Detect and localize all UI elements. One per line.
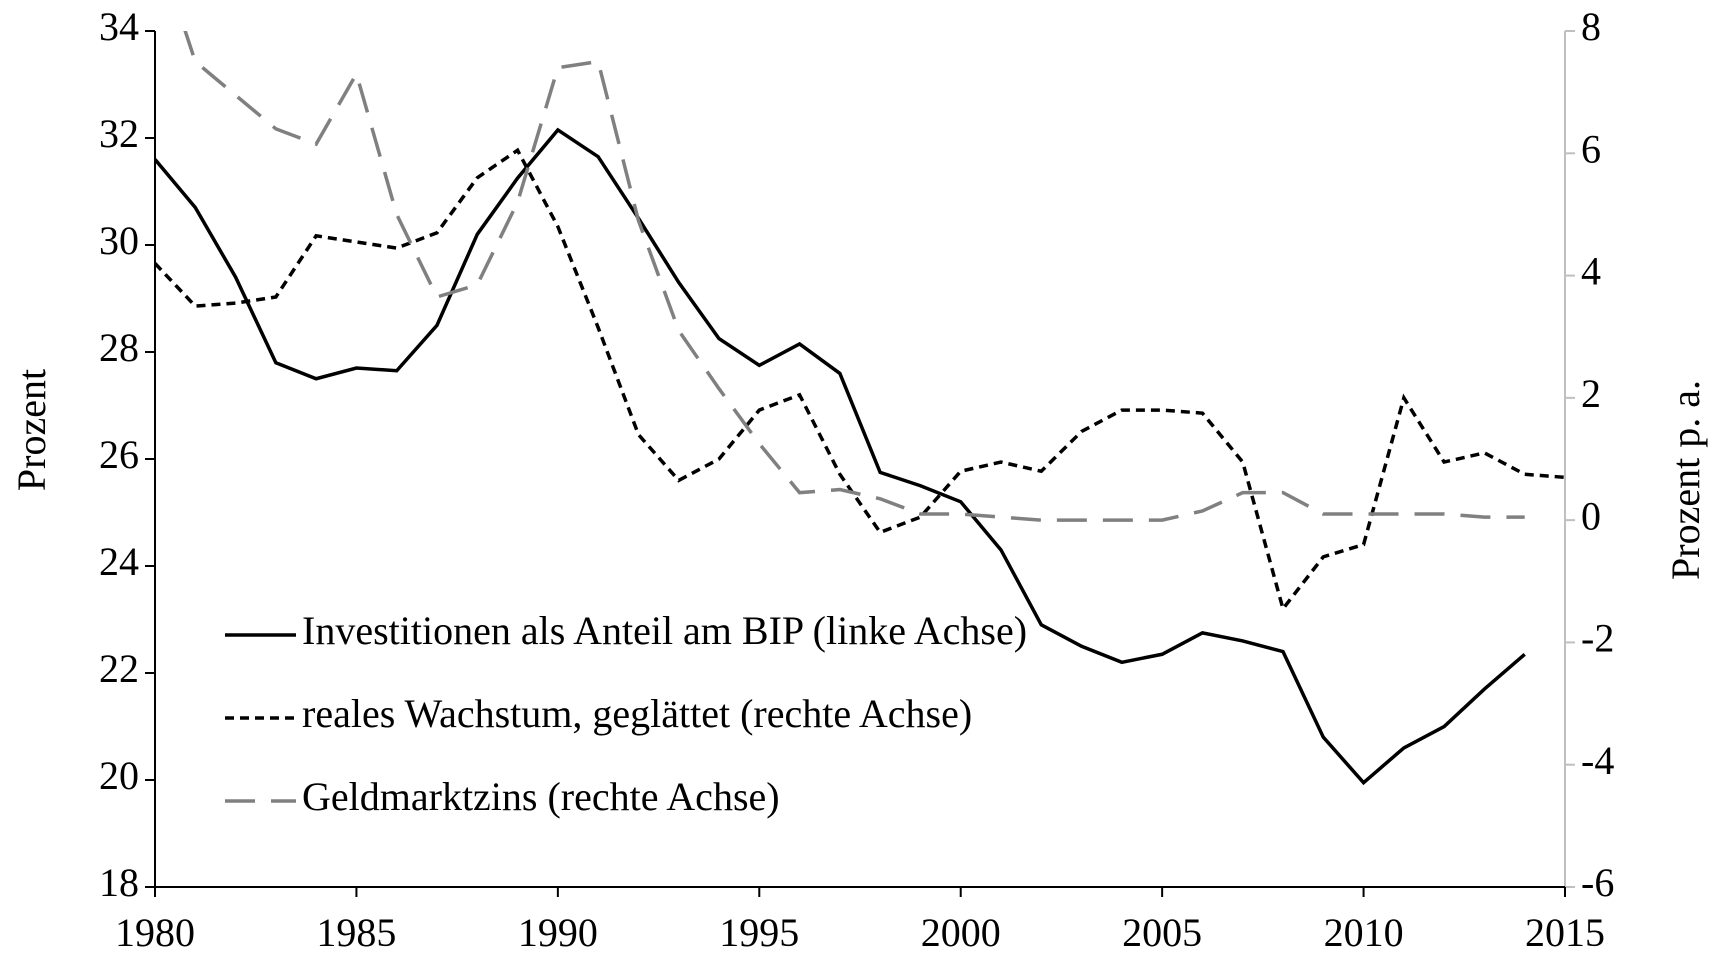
y2-tick-label: 8 [1581,4,1601,49]
y-tick-label: 26 [99,432,139,477]
y-tick-label: 30 [99,218,139,263]
y2-axis-label: Prozent p. a. [1663,380,1708,580]
x-tick-label: 1995 [719,910,799,955]
x-tick-label: 1990 [518,910,598,955]
legend-label: reales Wachstum, geglättet (rechte Achse… [302,691,972,736]
x-tick-label: 1985 [316,910,396,955]
series-line [183,31,1525,522]
x-tick-label: 2015 [1525,910,1605,955]
plot-area [155,31,1565,786]
x-tick-label: 2010 [1324,910,1404,955]
y2-tick-label: 6 [1581,126,1601,171]
y2-tick-label: 4 [1581,249,1601,294]
legend-label: Investitionen als Anteil am BIP (linke A… [302,608,1027,653]
legend-label: Geldmarktzins (rechte Achse) [302,774,780,819]
y-tick-label: 28 [99,325,139,370]
y2-tick-label: 2 [1581,371,1601,416]
y2-tick-label: -4 [1581,738,1614,783]
y-tick-label: 32 [99,111,139,156]
x-tick-label: 2000 [921,910,1001,955]
y-tick-label: 24 [99,539,139,584]
y-tick-label: 34 [99,4,139,49]
series-line [155,127,1526,786]
y-axis-label: Prozent [9,369,54,491]
y-tick-label: 18 [99,860,139,905]
y2-tick-label: -6 [1581,860,1614,905]
x-tick-label: 1980 [115,910,195,955]
y2-tick-label: -2 [1581,616,1614,661]
y-tick-label: 20 [99,753,139,798]
series-line [155,147,1565,613]
x-tick-label: 2005 [1122,910,1202,955]
y-tick-label: 22 [99,646,139,691]
y2-tick-label: 0 [1581,493,1601,538]
